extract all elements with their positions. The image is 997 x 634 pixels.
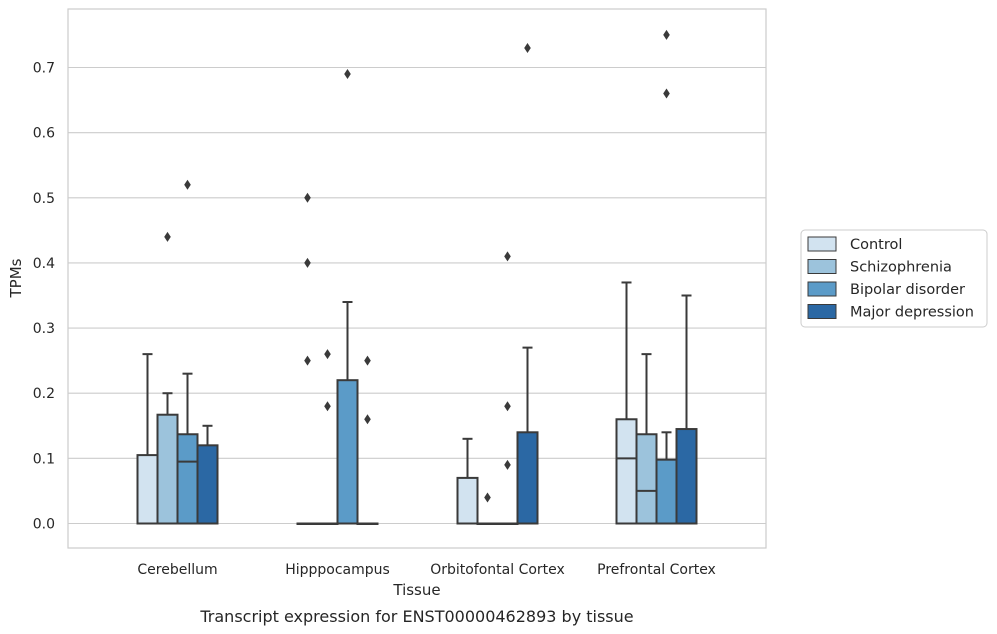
box-plot-marks bbox=[136, 29, 698, 525]
y-tick-label: 0.7 bbox=[33, 61, 55, 77]
box-body bbox=[675, 428, 698, 525]
box-bipolar-disorder bbox=[496, 251, 519, 525]
legend-swatch bbox=[807, 281, 837, 297]
box-schizophrenia bbox=[635, 353, 658, 525]
box-body bbox=[615, 418, 638, 525]
box-bipolar-disorder bbox=[655, 29, 678, 525]
y-tick-label: 0.0 bbox=[33, 517, 55, 533]
legend: Control Schizophrenia Bipolar disorder Majo… bbox=[800, 229, 988, 328]
legend-entry: Control bbox=[850, 237, 902, 253]
legend-entry: Bipolar disorder bbox=[850, 282, 965, 298]
legend-entry: Major depression bbox=[850, 305, 974, 321]
x-axis-label: Tissue bbox=[392, 581, 440, 599]
outlier-point bbox=[324, 401, 331, 412]
outlier-point bbox=[484, 492, 491, 503]
chart-caption: Transcript expression for ENST0000046289… bbox=[199, 607, 633, 626]
outlier-point bbox=[324, 349, 331, 360]
box-body bbox=[516, 431, 539, 525]
box-schizophrenia bbox=[476, 492, 499, 525]
outlier-point bbox=[164, 231, 171, 242]
legend-swatch bbox=[807, 259, 837, 274]
outlier-point bbox=[504, 459, 511, 470]
box-schizophrenia bbox=[156, 231, 179, 525]
outlier-point bbox=[304, 257, 311, 268]
box-control bbox=[296, 192, 319, 525]
box-body bbox=[136, 454, 159, 525]
box-schizophrenia bbox=[316, 349, 339, 525]
outlier-point bbox=[364, 414, 371, 425]
legend-entry: Schizophrenia bbox=[850, 260, 952, 276]
y-tick-label: 0.2 bbox=[33, 386, 55, 402]
plot-frame bbox=[67, 8, 767, 549]
y-tick-label: 0.3 bbox=[33, 321, 55, 337]
box-body bbox=[176, 433, 199, 525]
box-body bbox=[336, 379, 359, 525]
legend-swatch bbox=[807, 304, 837, 319]
box-major-depression bbox=[516, 42, 539, 525]
x-tick-label: Orbitofontal Cortex bbox=[430, 562, 565, 578]
outlier-point bbox=[524, 42, 531, 53]
x-tick-label: Hipppocampus bbox=[285, 562, 390, 578]
box-major-depression bbox=[356, 355, 379, 525]
outlier-point bbox=[344, 69, 351, 80]
box-bipolar-disorder bbox=[176, 179, 199, 525]
legend-swatch bbox=[807, 236, 837, 252]
box-major-depression bbox=[675, 294, 698, 525]
outlier-point bbox=[504, 251, 511, 262]
outlier-point bbox=[304, 355, 311, 366]
outlier-point bbox=[184, 179, 191, 190]
y-tick-label: 0.4 bbox=[33, 256, 55, 272]
outlier-point bbox=[304, 192, 311, 203]
y-tick-label: 0.1 bbox=[33, 451, 55, 467]
box-control bbox=[136, 353, 159, 525]
box-body bbox=[655, 458, 678, 525]
outlier-point bbox=[663, 29, 670, 40]
legend-frame bbox=[800, 229, 988, 328]
x-axis-ticks: Cerebellum Hipppocampus Orbitofontal Corte… bbox=[137, 562, 715, 578]
box-body bbox=[196, 444, 219, 525]
box-body bbox=[635, 433, 658, 525]
box-body bbox=[156, 413, 179, 525]
box-body bbox=[456, 476, 479, 525]
y-tick-label: 0.5 bbox=[33, 191, 55, 207]
y-tick-label: 0.6 bbox=[33, 126, 55, 142]
y-axis-ticks: 0.0 0.1 0.2 0.3 0.4 0.5 0.6 0.7 bbox=[33, 61, 55, 533]
box-bipolar-disorder bbox=[336, 69, 359, 525]
box-major-depression bbox=[196, 424, 219, 525]
box-control bbox=[456, 437, 479, 525]
outlier-point bbox=[504, 401, 511, 412]
outlier-point bbox=[663, 88, 670, 99]
x-tick-label: Cerebellum bbox=[137, 562, 217, 578]
x-tick-label: Prefrontal Cortex bbox=[597, 562, 716, 578]
box-control bbox=[615, 281, 638, 525]
outlier-point bbox=[364, 355, 371, 366]
y-axis-label: TPMs bbox=[7, 258, 25, 298]
